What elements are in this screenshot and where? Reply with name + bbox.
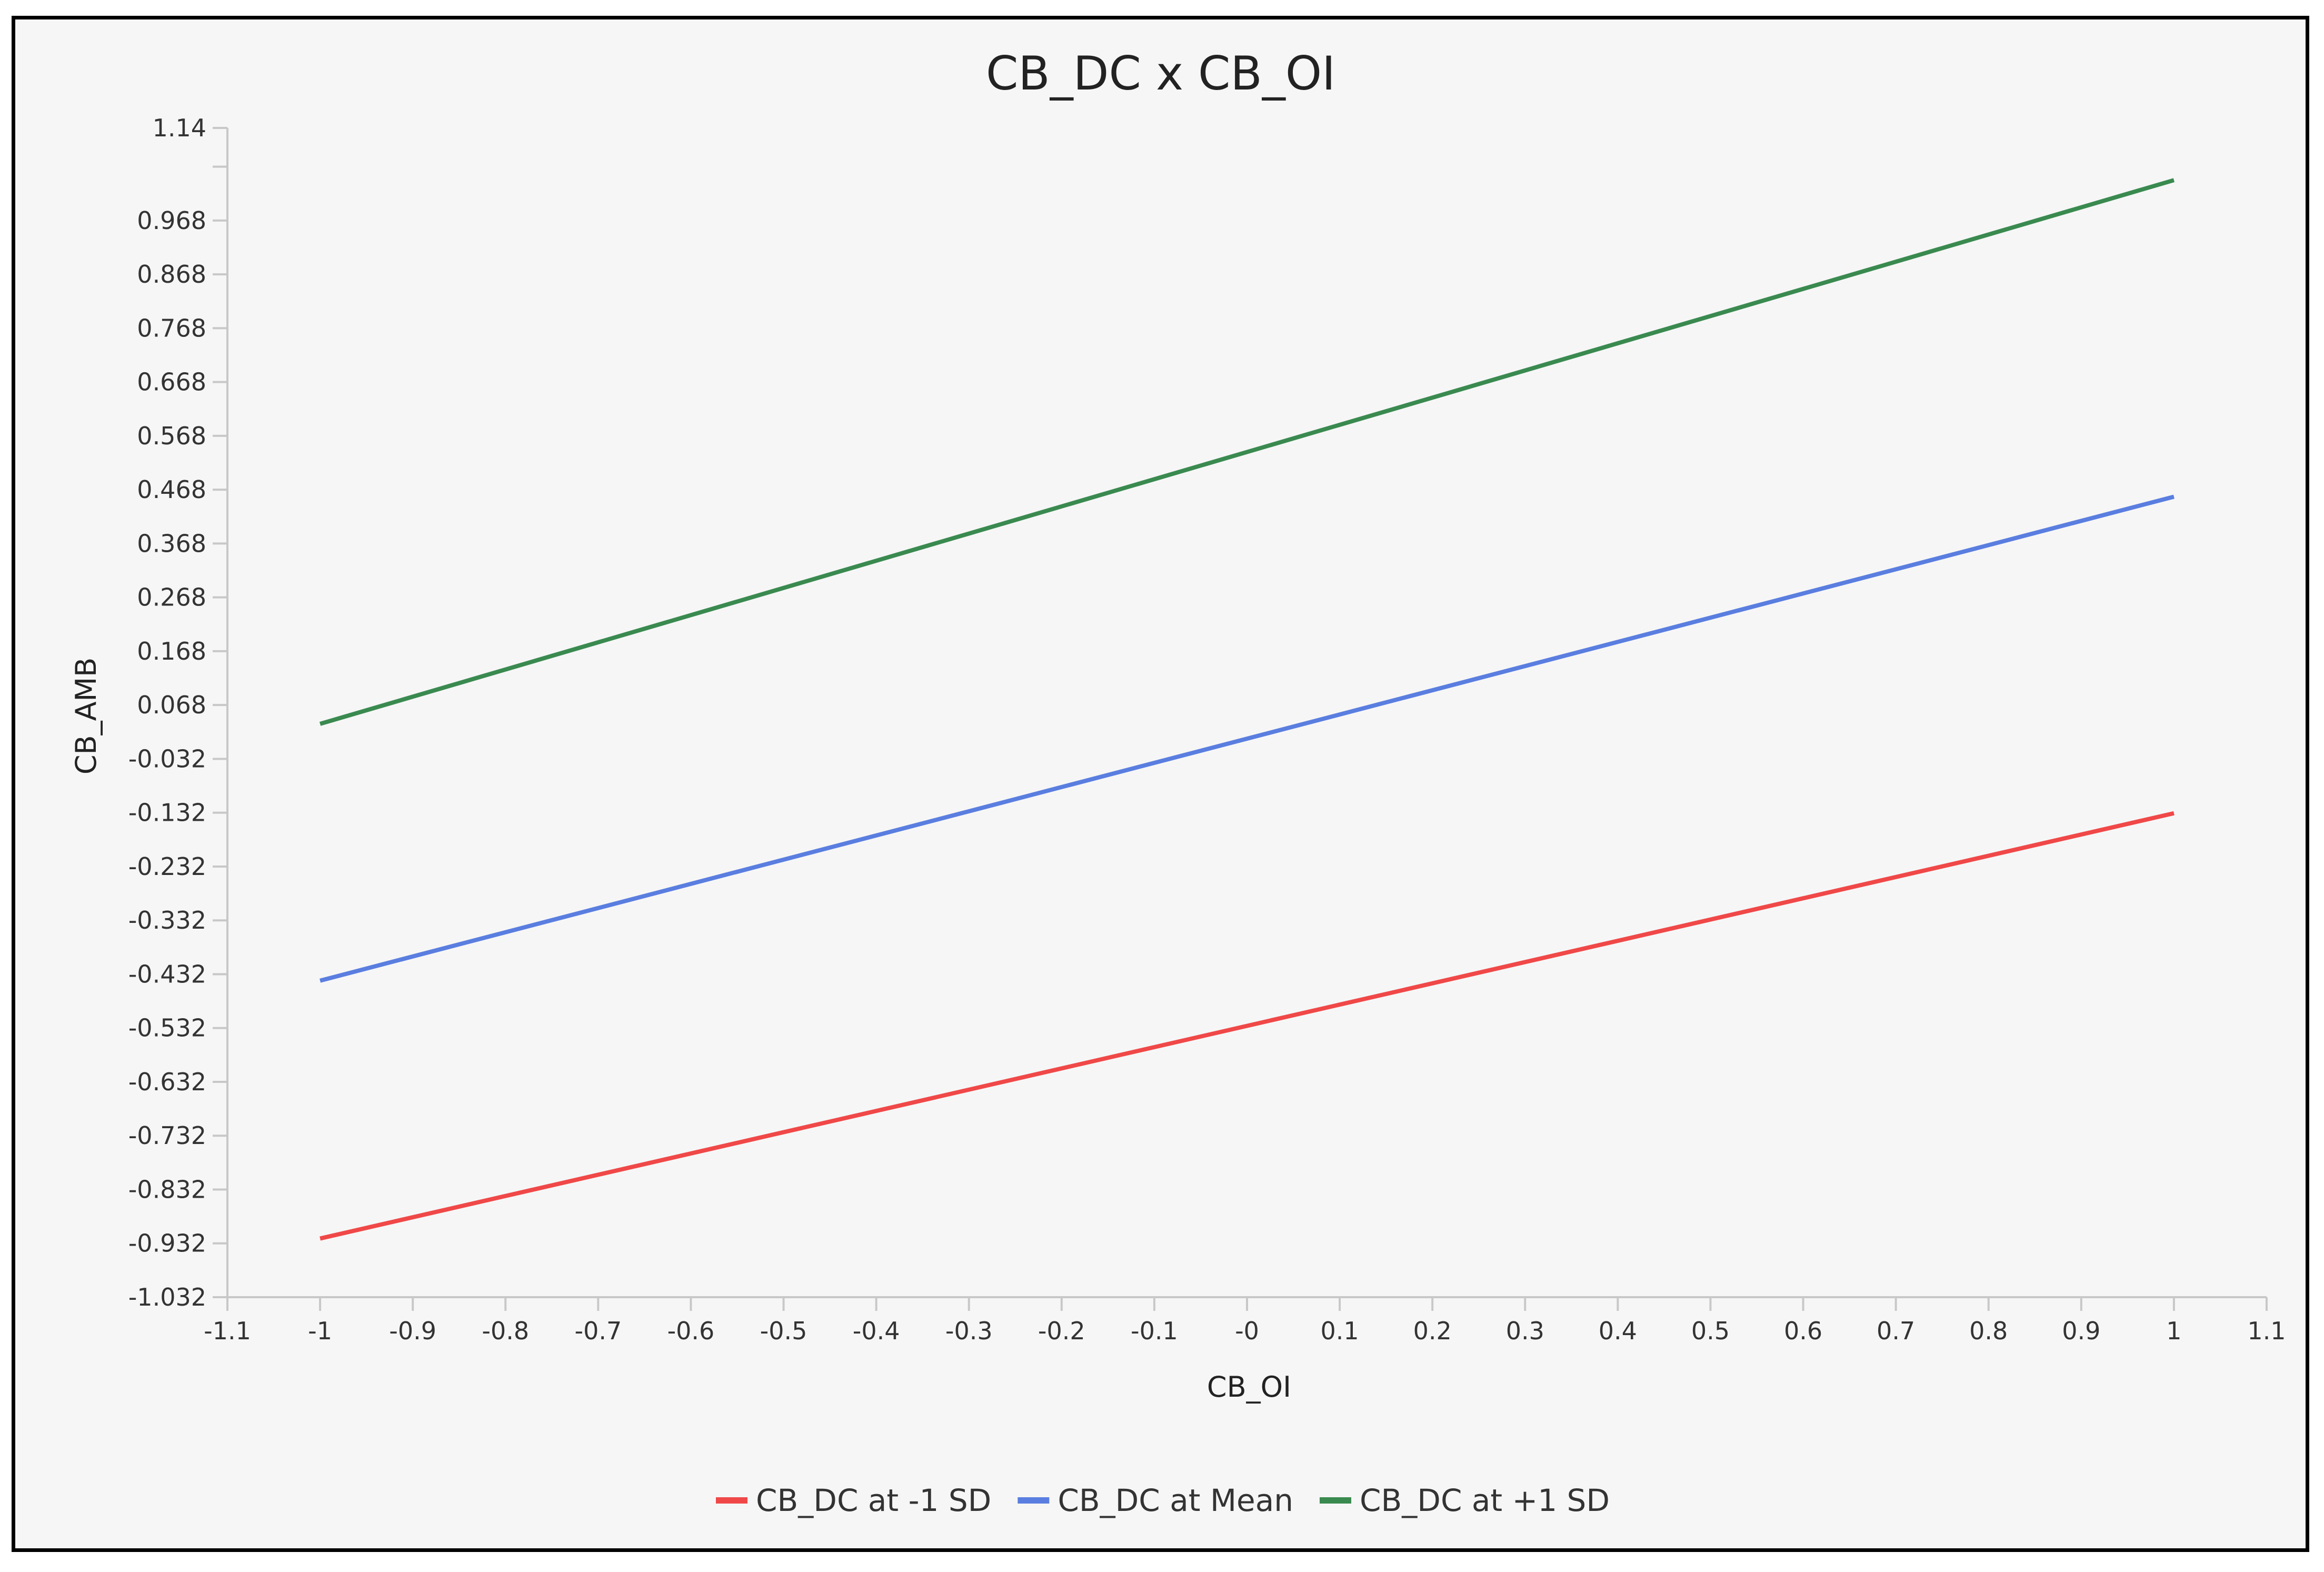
y-tick-label: -0.032 (128, 744, 206, 773)
y-axis-ticks: -1.032 -0.932 -0.832 -0.732 -0.632 -0.532 -0.4… (128, 114, 227, 1311)
x-tick-label: -0 (1235, 1317, 1259, 1345)
y-tick-label: 0.968 (137, 206, 206, 235)
x-tick-label: 0.5 (1691, 1317, 1730, 1345)
y-tick-label: -0.132 (128, 799, 206, 827)
y-tick-label: -0.232 (128, 852, 206, 881)
y-tick-label: -0.432 (128, 960, 206, 988)
x-tick-label: -0.8 (482, 1317, 529, 1345)
x-tick-label: -1 (308, 1317, 332, 1345)
y-tick-label: 0.268 (137, 583, 206, 612)
x-axis-label: CB_OI (1207, 1370, 1291, 1404)
chart-frame (12, 16, 2309, 1552)
y-tick-label: 0.068 (137, 691, 206, 719)
y-tick-label: 0.568 (137, 422, 206, 450)
series-line-1 (320, 811, 2175, 1241)
y-axis-label: CB_AMB (69, 658, 103, 774)
x-tick-label: -0.1 (1131, 1317, 1178, 1345)
series-lines (319, 178, 2175, 1241)
y-tick-label: -0.632 (128, 1068, 206, 1096)
x-tick-label: 0.6 (1784, 1317, 1822, 1345)
series-line-3 (319, 178, 2175, 726)
y-tick-label: 0.468 (137, 475, 206, 504)
y-tick-label: -0.932 (128, 1229, 206, 1258)
x-tick-label: -0.3 (945, 1317, 993, 1345)
x-tick-label: -0.5 (760, 1317, 807, 1345)
x-tick-label: 0.9 (2062, 1317, 2100, 1345)
y-tick-label: 0.868 (137, 260, 206, 288)
x-tick-label: 1 (2166, 1317, 2181, 1345)
x-tick-label: 0.4 (1599, 1317, 1637, 1345)
x-tick-label: 0.1 (1321, 1317, 1359, 1345)
x-tick-label: 0.2 (1413, 1317, 1452, 1345)
axes (226, 128, 2267, 1298)
y-tick-label: 0.668 (137, 368, 206, 396)
chart-title: CB_DC x CB_OI (986, 46, 1335, 101)
x-tick-label: -1.1 (204, 1317, 251, 1345)
legend-label-2: CB_DC at Mean (1058, 1483, 1293, 1518)
y-tick-label: 0.768 (137, 314, 206, 342)
x-tick-label: -0.2 (1038, 1317, 1085, 1345)
y-tick-label: -1.032 (128, 1283, 206, 1311)
x-tick-label: -0.7 (574, 1317, 622, 1345)
y-tick-label: -0.832 (128, 1175, 206, 1203)
legend-label-3: CB_DC at +1 SD (1360, 1483, 1610, 1518)
x-axis-ticks: -1.1 -1 -0.9 -0.8 -0.7 -0.6 -0.5 -0.4 -0.3 -0.2 -0… (204, 1297, 2286, 1345)
y-tick-label: 0.168 (137, 637, 206, 665)
y-tick-label: 0.368 (137, 529, 206, 558)
x-tick-label: 0.8 (1969, 1317, 2008, 1345)
x-tick-label: -0.6 (667, 1317, 715, 1345)
x-tick-label: 1.1 (2247, 1317, 2286, 1345)
x-tick-label: 0.7 (1877, 1317, 1915, 1345)
series-line-2 (320, 494, 2175, 983)
x-tick-label: 0.3 (1506, 1317, 1544, 1345)
y-tick-label: 1.14 (153, 114, 206, 142)
legend: CB_DC at -1 SD CB_DC at Mean CB_DC at +1 S… (716, 1483, 1610, 1518)
y-tick-label: -0.532 (128, 1014, 206, 1042)
y-tick-label: -0.732 (128, 1121, 206, 1150)
x-tick-label: -0.4 (853, 1317, 900, 1345)
y-tick-label: -0.332 (128, 906, 206, 934)
x-tick-label: -0.9 (389, 1317, 436, 1345)
legend-label-1: CB_DC at -1 SD (756, 1483, 991, 1518)
